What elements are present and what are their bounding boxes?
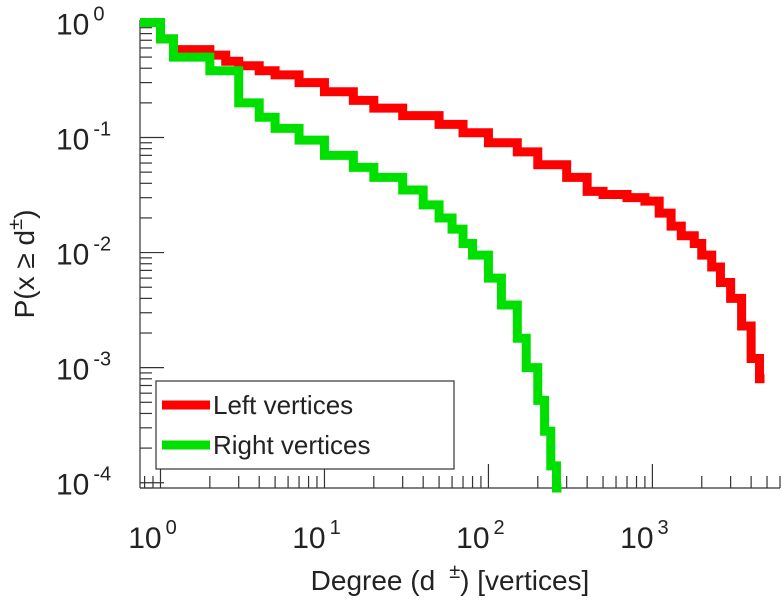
series-right-vertices-line [140, 17, 562, 493]
tick-labels: 10 0 10 1 10 2 10 3 10 0 10 -1 10 -2 10 -3 10 -4 [56, 3, 669, 555]
data-series [140, 17, 765, 493]
legend-box [155, 380, 455, 470]
y-tick-label: 10 -4 [56, 464, 111, 502]
y-tick-label: 10 -1 [56, 119, 111, 157]
x-tick-label: 10 1 [292, 517, 341, 555]
series-left-vertices-line [140, 17, 765, 384]
x-tick-label: 10 3 [620, 517, 669, 555]
y-tick-label: 10 0 [56, 3, 105, 41]
y-tick-label: 10 -2 [56, 234, 111, 272]
x-tick-label: 10 2 [456, 517, 505, 555]
axes [139, 20, 780, 489]
legend-label-right-vertices: Right vertices [213, 430, 371, 460]
legend: Left vertices Right vertices [155, 380, 455, 470]
y-tick-label: 10 -3 [56, 349, 111, 387]
legend-label-left-vertices: Left vertices [213, 390, 353, 420]
x-tick-label: 10 0 [128, 517, 177, 555]
y-axis-title: P(x ≥ d±) [5, 210, 40, 319]
x-axis-title: Degree (d ±) [vertices] [311, 561, 590, 596]
